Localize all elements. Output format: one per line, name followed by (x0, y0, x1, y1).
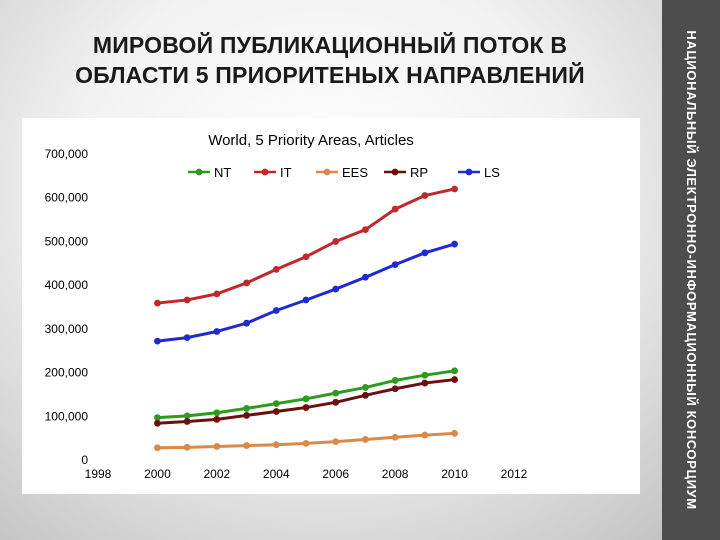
data-point-it (243, 279, 250, 287)
x-tick-label: 2012 (501, 467, 528, 481)
x-tick-label: 2006 (322, 467, 349, 481)
data-point-rp (213, 415, 221, 423)
data-point-nt (362, 384, 369, 391)
data-point-nt (272, 400, 280, 408)
y-tick-label: 500,000 (45, 234, 89, 248)
data-point-nt (451, 367, 458, 375)
data-point-nt (302, 395, 310, 403)
data-point-rp (302, 404, 310, 411)
data-point-nt (154, 414, 161, 421)
legend-marker-ls (465, 168, 473, 176)
legend-marker-nt (195, 168, 203, 176)
data-point-ees (391, 433, 399, 441)
x-tick-label: 2008 (382, 467, 409, 481)
legend-marker-it (261, 168, 269, 176)
data-point-it (391, 205, 399, 213)
y-tick-label: 700,000 (45, 147, 89, 161)
slide-title-line-2: ОБЛАСТИ 5 ПРИОРИТЕНЫХ НАПРАВЛЕНИЙ (75, 62, 585, 88)
x-tick-label: 1998 (85, 467, 112, 481)
legend-label-ls: LS (484, 165, 500, 180)
chart-container: World, 5 Priority Areas, Articles 0 100,00… (22, 118, 640, 499)
data-point-rp (421, 379, 429, 387)
data-point-ees (451, 429, 458, 437)
data-point-nt (391, 377, 399, 384)
data-point-ls (154, 337, 161, 345)
slide-title: МИРОВОЙ ПУБЛИКАЦИОННЫЙ ПОТОК В ОБЛАСТИ 5… (20, 30, 640, 90)
data-point-ees (213, 443, 221, 450)
data-point-it (213, 290, 221, 298)
data-point-nt (213, 409, 221, 417)
data-point-it (154, 299, 161, 307)
legend-marker-rp (391, 168, 399, 176)
data-point-it (362, 226, 369, 234)
data-point-rp (391, 385, 399, 393)
data-point-rp (451, 376, 458, 383)
x-tick-label: 2010 (441, 467, 468, 481)
data-point-rp (272, 408, 280, 415)
data-point-ls (302, 296, 310, 304)
data-point-ees (421, 431, 429, 439)
data-point-rp (362, 391, 369, 399)
y-tick-label: 100,000 (45, 409, 89, 423)
data-point-rp (243, 412, 250, 419)
data-point-it (332, 238, 340, 245)
data-point-nt (421, 371, 429, 379)
legend-label-rp: RP (410, 165, 428, 180)
legend-label-it: IT (280, 165, 292, 180)
data-point-ees (302, 439, 310, 447)
line-chart: World, 5 Priority Areas, Articles 0 100,00… (22, 118, 640, 494)
data-point-ls (213, 328, 221, 335)
data-point-ees (154, 444, 161, 452)
x-tick-label: 2000 (144, 467, 171, 481)
legend-marker-ees (323, 168, 331, 176)
y-tick-label: 0 (81, 453, 88, 467)
x-tick-label: 2002 (204, 467, 231, 481)
chart-panel (22, 118, 640, 494)
data-point-nt (243, 405, 250, 412)
data-point-ls (183, 334, 191, 341)
data-point-rp (332, 398, 340, 406)
data-point-ls (272, 307, 280, 314)
data-point-ls (332, 285, 340, 293)
data-point-it (183, 296, 191, 304)
data-point-nt (332, 389, 340, 397)
side-consortium-label: НАЦИОНАЛЬНЫЙ ЭЛЕКТРОННО-ИНФОРМАЦИОННЫЙ К… (684, 30, 699, 510)
data-point-it (272, 266, 280, 273)
data-point-ees (243, 442, 250, 449)
data-point-ees (272, 441, 280, 449)
data-point-ls (421, 249, 429, 257)
y-tick-label: 200,000 (45, 366, 89, 380)
y-tick-label: 400,000 (45, 278, 89, 292)
data-point-rp (154, 419, 161, 427)
legend-label-ees: EES (342, 165, 368, 180)
data-point-nt (183, 412, 191, 420)
side-band (662, 0, 720, 540)
data-point-it (421, 192, 429, 199)
data-point-ees (183, 443, 191, 451)
data-point-ees (332, 438, 340, 446)
data-point-it (302, 253, 310, 261)
y-tick-label: 300,000 (45, 322, 89, 336)
y-tick-label: 600,000 (45, 191, 89, 205)
data-point-ls (362, 273, 369, 281)
data-point-ls (243, 319, 250, 327)
slide-title-line-1: МИРОВОЙ ПУБЛИКАЦИОННЫЙ ПОТОК В (92, 32, 568, 58)
x-tick-label: 2004 (263, 467, 290, 481)
data-point-ees (362, 436, 369, 443)
chart-title: World, 5 Priority Areas, Articles (208, 132, 414, 149)
data-point-it (451, 185, 458, 193)
legend-label-nt: NT (214, 165, 231, 180)
data-point-ls (451, 240, 458, 248)
data-point-ls (391, 261, 399, 268)
data-point-rp (183, 418, 191, 425)
